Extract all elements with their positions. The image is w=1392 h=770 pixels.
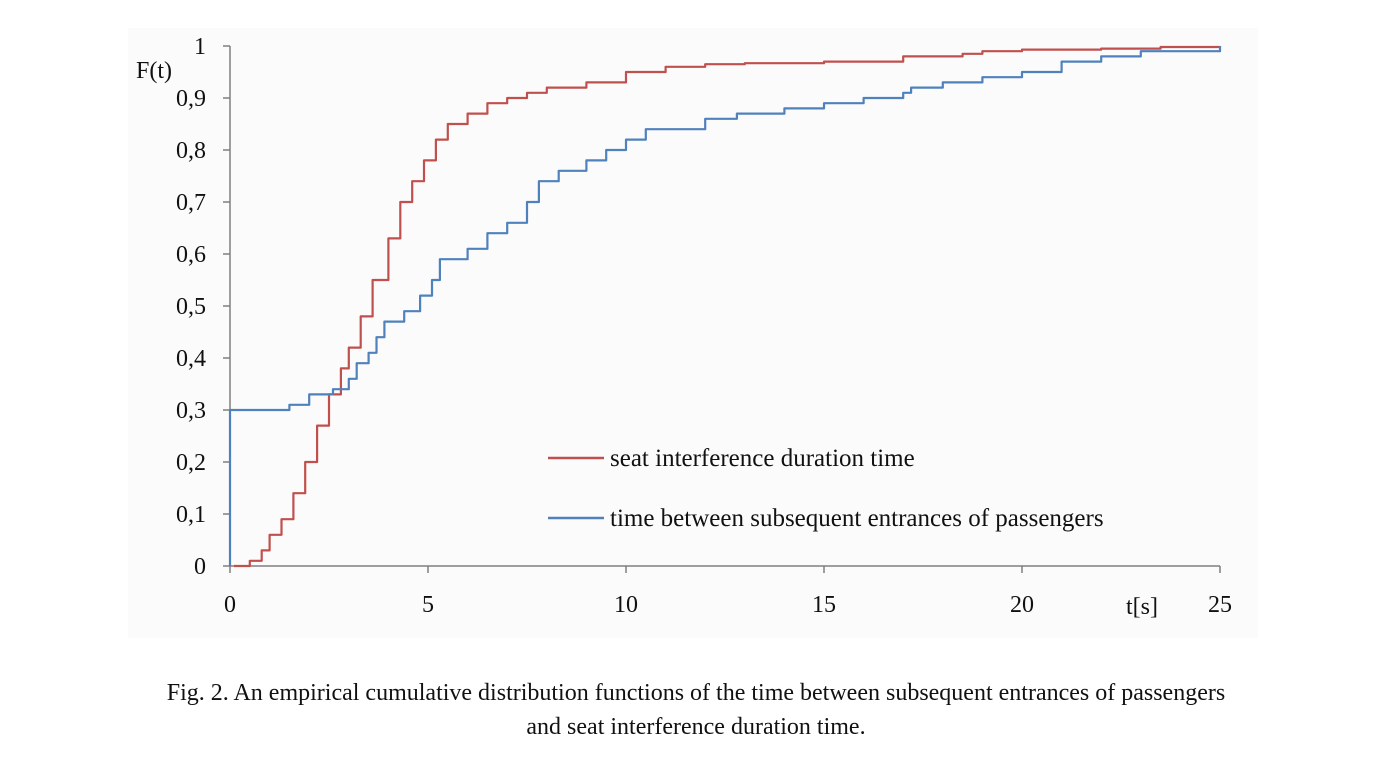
caption-line-1: Fig. 2. An empirical cumulative distribu…: [166, 680, 1226, 706]
y-tick-label: 0,1: [176, 502, 206, 528]
legend-label-seat-interference: seat interference duration time: [610, 445, 915, 472]
caption-line-2: and seat interference duration time.: [526, 714, 866, 740]
chart-area-background: [128, 28, 1258, 638]
y-tick-label: 0,5: [176, 294, 206, 320]
y-tick-label: 0,8: [176, 138, 206, 164]
x-axis-title: t[s]: [1126, 594, 1158, 620]
y-axis-title: F(t): [136, 58, 172, 84]
series-line-seat-interference: [234, 45, 1222, 568]
series-group: [228, 45, 1222, 568]
x-tick-label: 5: [422, 592, 434, 618]
x-tick-label: 20: [1010, 592, 1034, 618]
legend-label-entrance-time: time between subsequent entrances of pas…: [610, 505, 1104, 532]
y-tick-label: 0,2: [176, 450, 206, 476]
x-tick-label: 25: [1208, 592, 1232, 618]
chart-figure: 0 0,1 0,2 0,3 0,4 0,5 0,6 0,7 0,8 0,9 1 0 5 10 15 20 25 …: [128, 28, 1258, 638]
x-tick-label: 10: [614, 592, 638, 618]
y-tick-label: 0,7: [176, 190, 206, 216]
y-tick-label: 0,6: [176, 242, 206, 268]
x-tick-label: 0: [224, 592, 236, 618]
axes: 00,10,20,30,40,50,60,70,80,910 5 10 15 20 25: [176, 34, 1232, 618]
series-line-entrance-time: [228, 46, 1222, 566]
y-tick-label: 0,9: [176, 86, 206, 112]
y-tick-label: 0,4: [176, 346, 206, 372]
ecdf-chart: 00,10,20,30,40,50,60,70,80,910 5 10 15 20 25 …: [128, 28, 1258, 638]
figure-caption: Fig. 2. An empirical cumulative distribu…: [20, 676, 1372, 744]
y-tick-label: 1: [194, 34, 206, 60]
y-tick-label: 0,3: [176, 398, 206, 424]
y-tick-label: 0: [194, 554, 206, 580]
legend: seat interference duration time time bet…: [548, 445, 1104, 532]
x-tick-label: 15: [812, 592, 836, 618]
